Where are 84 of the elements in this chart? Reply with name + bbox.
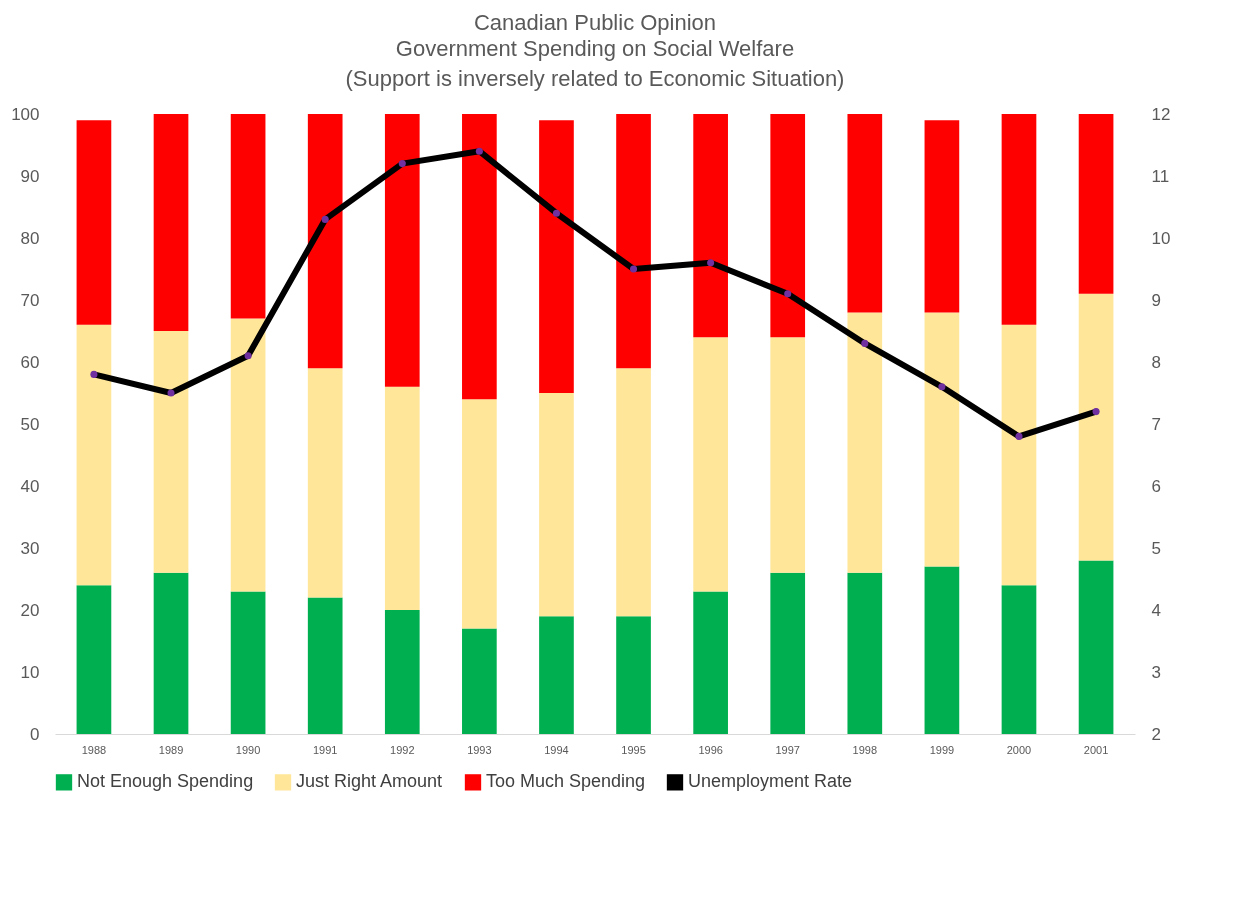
bar (924, 312, 960, 567)
bar (1078, 560, 1114, 734)
x-tick-label: 1990 (235, 743, 261, 756)
x-tick-label: 1988 (81, 743, 107, 756)
y2-tick-label: 2 (1151, 724, 1161, 744)
y2-tick-label: 7 (1151, 414, 1161, 434)
bar (847, 114, 883, 313)
x-tick-label: 1999 (929, 743, 955, 756)
y-tick-label: 100 (11, 104, 40, 124)
bar (307, 368, 343, 598)
bar (1078, 114, 1114, 294)
legend-label: Not Enough Spending (77, 771, 254, 792)
bar (153, 572, 189, 734)
legend-label: Unemployment Rate (688, 771, 853, 792)
bar (462, 114, 497, 400)
y-tick-label: 0 (30, 724, 40, 744)
bar (847, 312, 883, 573)
bar (1001, 114, 1037, 325)
bar (770, 337, 806, 573)
y-tick-label: 90 (20, 166, 40, 186)
y-tick-label: 20 (20, 600, 40, 620)
bar (230, 318, 266, 592)
chart-subtitle: Government Spending on Social Welfare (Support is inversely related to Economic Situation) (345, 36, 845, 91)
x-tick-label: 2001 (1083, 743, 1109, 756)
y-tick-label: 50 (20, 414, 40, 434)
bar (462, 628, 497, 734)
legend-label: Just Right Amount (296, 771, 443, 792)
chart-title: Canadian Public Opinion (473, 10, 717, 35)
bar (153, 331, 189, 573)
bar (153, 114, 189, 331)
bar (539, 616, 574, 734)
bar (76, 120, 112, 325)
y2-tick-label: 3 (1151, 662, 1161, 682)
legend-label: Too Much Spending (486, 771, 646, 792)
bar (539, 393, 574, 617)
bar (76, 324, 112, 586)
bar (384, 610, 420, 734)
bar (770, 572, 806, 734)
bar (1078, 293, 1114, 561)
bar (384, 114, 420, 387)
x-tick-label: 1993 (467, 743, 492, 756)
y2-tick-label: 8 (1151, 352, 1161, 372)
bar (616, 368, 651, 617)
y2-tick-label: 11 (1151, 166, 1170, 186)
bar (924, 120, 960, 313)
x-tick-label: 1995 (621, 743, 646, 756)
bar (924, 566, 960, 734)
x-tick-label: 1994 (544, 743, 569, 756)
y-tick-label: 70 (20, 290, 40, 310)
bar (307, 597, 343, 734)
bar (693, 114, 728, 338)
x-tick-label: 2000 (1006, 743, 1032, 756)
y-tick-label: 40 (20, 476, 40, 496)
bar (462, 399, 497, 629)
y-tick-label: 60 (20, 352, 40, 372)
y-tick-label: 10 (20, 662, 40, 682)
y2-tick-label: 4 (1151, 600, 1161, 620)
y2-tick-label: 5 (1151, 538, 1161, 558)
x-tick-label: 1992 (390, 743, 415, 756)
x-tick-label: 1991 (312, 743, 338, 756)
bar (1001, 324, 1037, 586)
y2-tick-label: 9 (1151, 290, 1161, 310)
x-tick-label: 1989 (158, 743, 184, 756)
bar (693, 591, 728, 734)
bar (230, 114, 266, 319)
bar (230, 591, 266, 734)
x-tick-label: 1996 (698, 743, 723, 756)
bar (384, 386, 420, 610)
x-tick-label: 1997 (775, 743, 800, 756)
bar (76, 585, 112, 734)
bar (770, 114, 806, 338)
bar (847, 572, 883, 734)
x-tick-label: 1998 (852, 743, 878, 756)
bar (307, 114, 343, 369)
bar (616, 616, 651, 734)
y-tick-label: 30 (20, 538, 40, 558)
y2-tick-label: 10 (1151, 228, 1171, 248)
y2-tick-label: 12 (1151, 104, 1171, 124)
bar (616, 114, 651, 369)
bar (539, 120, 574, 393)
y2-tick-label: 6 (1151, 476, 1161, 496)
bar (1001, 585, 1037, 734)
y-tick-label: 80 (20, 228, 40, 248)
bar (693, 337, 728, 592)
